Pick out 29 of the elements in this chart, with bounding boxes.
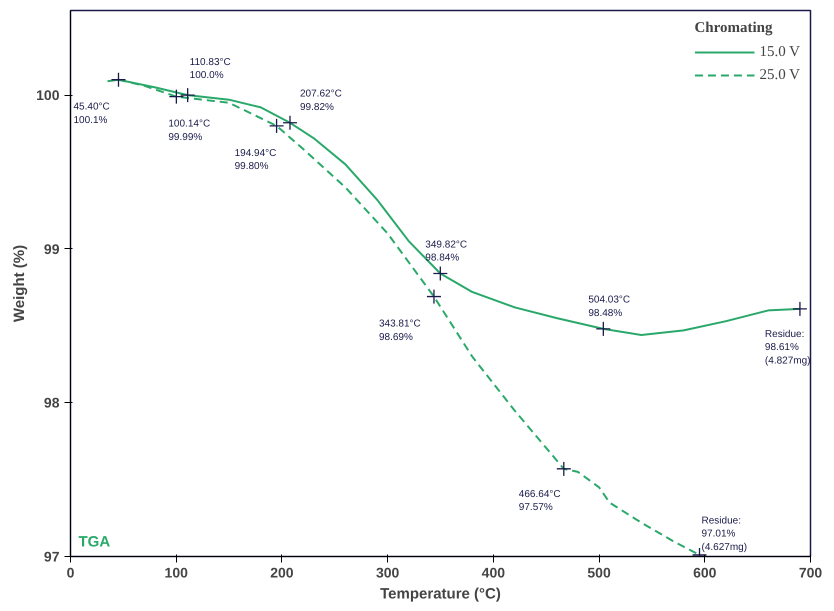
y-tick-label: 97 (44, 548, 60, 564)
annotation: 45.40°C 100.1% (73, 102, 110, 126)
annotation: Residue: 98.61% (4.827mg) (764, 328, 811, 366)
legend-label: 25.0 V (759, 66, 800, 84)
x-tick-label: 100 (164, 564, 188, 580)
y-tick-label: 100 (36, 87, 60, 104)
annotation: 194.94°C 99.80% (234, 148, 276, 172)
annotation: 349.82°C 98.84% (425, 239, 468, 264)
legend-title: Chromating (694, 20, 774, 37)
annotation: TGA (78, 534, 110, 550)
x-tick-label: 600 (693, 564, 717, 580)
x-axis-title: Temperature (°C) (380, 586, 501, 602)
annotation: 110.83°C 100.0% (190, 56, 231, 82)
x-tick-label: 300 (376, 564, 400, 580)
y-axis-title: Weight (%) (11, 244, 28, 322)
x-tick-label: 200 (270, 564, 294, 580)
annotation: 343.81°C 98.69% (378, 318, 421, 343)
x-tick-label: 0 (66, 564, 75, 580)
x-tick-label: 700 (798, 564, 822, 580)
legend-label: 15.0 V (759, 44, 800, 60)
annotation: 504.03°C 98.48% (588, 294, 630, 319)
y-tick-label: 99 (44, 240, 60, 257)
x-tick-label: 400 (482, 564, 506, 580)
annotation: Residue: 97.01% (4.627mg) (702, 516, 748, 553)
x-tick-label: 500 (587, 564, 611, 580)
annotation: 466.64°C 97.57% (518, 488, 561, 514)
annotation: 207.62°C 99.82% (300, 88, 342, 113)
annotation: 100.14°C 99.99% (168, 118, 210, 143)
y-tick-label: 98 (44, 394, 60, 411)
